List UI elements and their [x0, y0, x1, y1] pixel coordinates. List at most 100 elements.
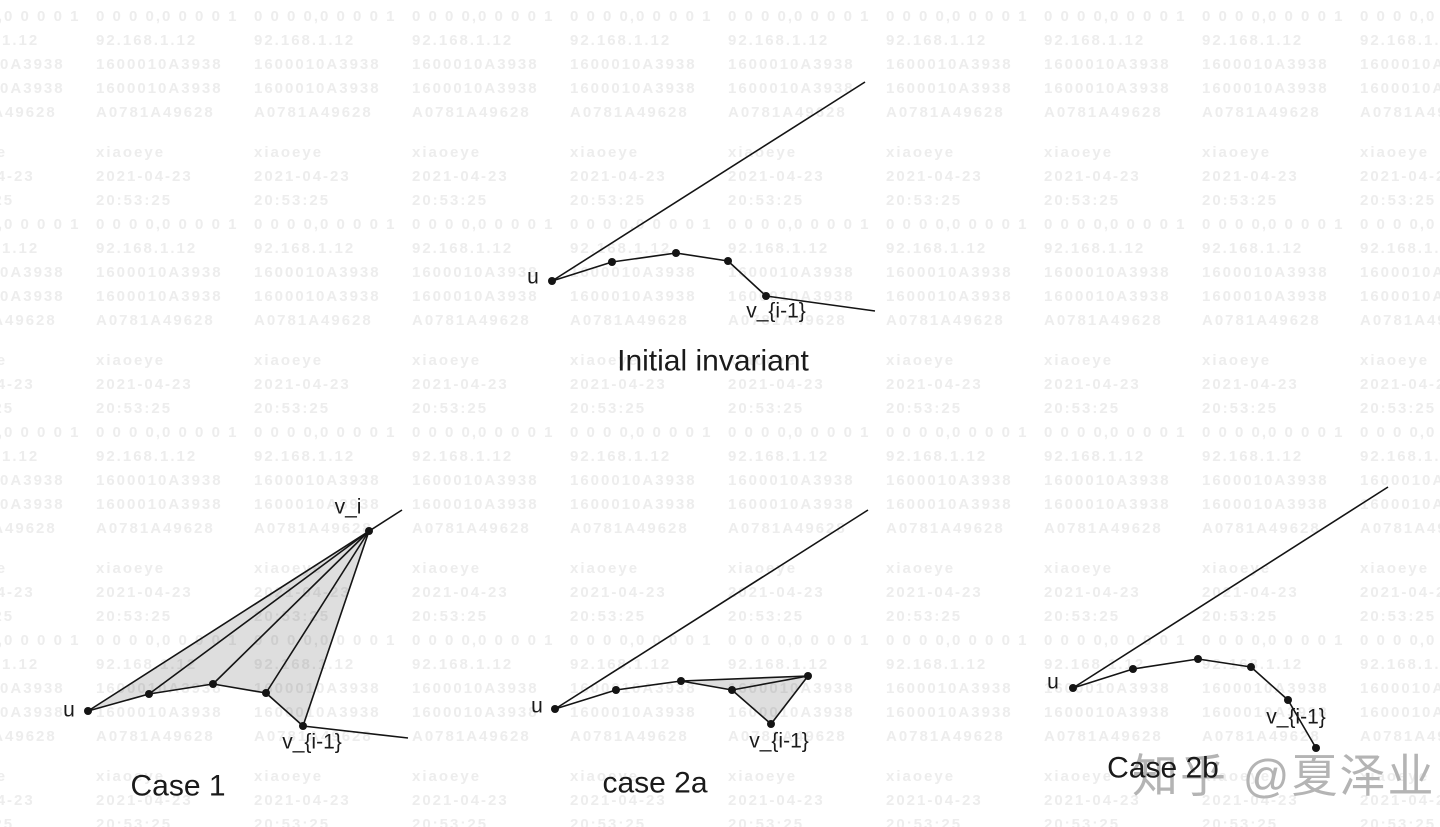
watermark-text-line: A0781A49628: [254, 728, 373, 745]
watermark-text-line: 20:53:25: [0, 0, 80, 5]
watermark-text-line: 1600010A3938: [728, 472, 855, 489]
case-2b-vertex-label: v_{i-1}: [1266, 706, 1326, 729]
watermark-text-line: 2021-04-23: [0, 584, 35, 601]
watermark-text-line: A0781A49628: [1044, 104, 1163, 121]
initial-invariant-vertex-chain: [551, 252, 876, 312]
watermark-text-line: 1600010A3938: [96, 704, 223, 721]
watermark-text-line: 92.168.1.12: [886, 656, 988, 673]
watermark-text-line: 20:53:25: [1202, 608, 1279, 625]
watermark-text-line: 92.168.1.12: [886, 240, 988, 257]
watermark-text-line: 2021-04-23: [96, 584, 193, 601]
watermark-text-line: 92.168.1.12: [1360, 240, 1440, 257]
watermark-text-line: xiaoeye: [412, 768, 482, 785]
watermark-text-line: 2021-04-23: [1044, 168, 1141, 185]
watermark-text-line: 92.168.1.12: [1044, 656, 1146, 673]
watermark-text-line: 20:53:25: [254, 605, 396, 629]
watermark-text-line: 1600010A3938: [728, 56, 855, 73]
case-1-fan-line: [302, 530, 370, 727]
watermark-text-line: 20:53:25: [96, 816, 173, 827]
watermark-text-line: 92.168.1.12: [254, 240, 356, 257]
watermark-text-line: 92.168.1.12: [412, 448, 514, 465]
watermark-text-line: 1600010A3938: [254, 264, 381, 281]
watermark-text-line: 20:53:25: [1202, 400, 1279, 417]
watermark-text-line: 0 0 0 0,0 0 0 0 1: [0, 8, 81, 25]
watermark-text-line: 1600010A3938: [570, 704, 697, 721]
watermark-text-line: 0 0 0 0,0 0 0 0 1: [412, 216, 555, 233]
watermark-text-line: 92.168.1.12: [570, 656, 672, 673]
watermark-text-line: 20:53:25: [570, 400, 647, 417]
watermark-text-line: A0781A49628: [570, 104, 689, 121]
watermark-text-line: 0 0 0 0,0 0 0 0 1: [96, 632, 239, 649]
watermark-text-line: 1600010A3938: [96, 80, 223, 97]
case-1-vertex-dot: [299, 722, 307, 730]
watermark-text-line: 1600010A3938: [254, 56, 381, 73]
case-1-fan-line: [212, 530, 370, 685]
watermark-text-line: 0 0 0 0,0 0 0 0 1: [0, 632, 81, 649]
watermark-text-line: 1600010A3938: [1202, 680, 1329, 697]
watermark-text-line: A0781A49628: [1044, 728, 1163, 745]
watermark-text-line: 1600010A3938: [412, 704, 539, 721]
watermark-text-line: 2021-04-23: [1360, 168, 1440, 185]
watermark-text-line: 20:53:25: [0, 816, 15, 827]
watermark-text-line: A0781A49628: [412, 312, 531, 329]
case-2b-vertex-label: u: [1047, 671, 1059, 694]
watermark-text-line: 1600010A3938: [1360, 704, 1440, 721]
watermark-text-line: A0781A49628: [728, 728, 847, 745]
watermark-text-line: xiaoeye: [254, 768, 324, 785]
watermark-text-line: 0 0 0 0,0 0 0 0 1: [1044, 216, 1187, 233]
case-1-vertex-chain: [87, 683, 409, 739]
watermark-text-line: 2021-04-23: [1202, 376, 1299, 393]
watermark-text-line: 0 0 0 0,0 0 0 0 1: [1360, 632, 1440, 649]
watermark-text-line: 1600010A3938: [1360, 288, 1440, 305]
watermark-text-line: A0781A49628: [728, 520, 847, 537]
watermark-text-line: 20:53:25: [1202, 816, 1279, 827]
watermark-text-line: 20:53:25: [1044, 608, 1121, 625]
watermark-text-line: 0 0 0 0,0 0 0 0 1: [1044, 8, 1187, 25]
watermark-text-line: xiaoeye: [96, 352, 166, 369]
watermark-text-line: 92.168.1.12: [886, 32, 988, 49]
watermark-text-line: 20:53:25: [1360, 0, 1440, 5]
watermark-text-line: 2021-04-23: [412, 792, 509, 809]
watermark-text-line: 2021-04-23: [886, 792, 983, 809]
watermark-text-line: 2021-04-23: [96, 792, 193, 809]
watermark-text-line: xiaoeye: [1044, 560, 1114, 577]
watermark-text-line: 20:53:25: [1360, 400, 1437, 417]
watermark-text-line: A0781A49628: [1202, 104, 1321, 121]
watermark-text-line: A0781A49628: [1360, 104, 1440, 121]
watermark-text-line: xiaoeye: [1360, 352, 1430, 369]
case-2b-ray-line: [1072, 486, 1389, 689]
case-1-vertex-dot: [365, 527, 373, 535]
watermark-text-line: 1600010A3938: [254, 496, 381, 513]
watermark-text-line: 1600010A3938: [886, 680, 1013, 697]
case-1-vertex-dot: [145, 690, 153, 698]
watermark-text-line: 20:53:25: [96, 400, 173, 417]
watermark-text-line: 20:53:25: [728, 400, 805, 417]
watermark-text-line: 0 0 0 0,0 0 0 0 1: [1044, 632, 1187, 649]
watermark-text-line: A0781A49628: [96, 104, 215, 121]
watermark-text-line: xiaoeye: [570, 144, 640, 161]
watermark-text-line: xiaoeye: [96, 768, 166, 785]
watermark-text-line: 1600010A3938: [1360, 472, 1440, 489]
case-2a-vertex-dot: [728, 686, 736, 694]
watermark-text-line: 20:53:25: [1044, 400, 1121, 417]
watermark-text-line: 2021-04-23: [1360, 376, 1440, 393]
watermark-text-line: 1600010A3938: [254, 80, 381, 97]
watermark-text-line: 92.168.1.12: [0, 32, 40, 49]
watermark-text-line: 1600010A3938: [0, 496, 65, 513]
watermark-text-line: 1600010A3938: [1044, 680, 1171, 697]
initial-invariant-vertex-dot: [548, 277, 556, 285]
watermark-text-line: 2021-04-23: [1360, 584, 1440, 601]
initial-invariant-vertex-dot: [672, 249, 680, 257]
watermark-text-line: 0 0 0 0,0 0 0 0 1: [96, 8, 239, 25]
watermark-text-line: 2021-04-23: [412, 168, 509, 185]
watermark-text-line: 0 0 0 0,0 0 0 0 1: [886, 8, 1029, 25]
